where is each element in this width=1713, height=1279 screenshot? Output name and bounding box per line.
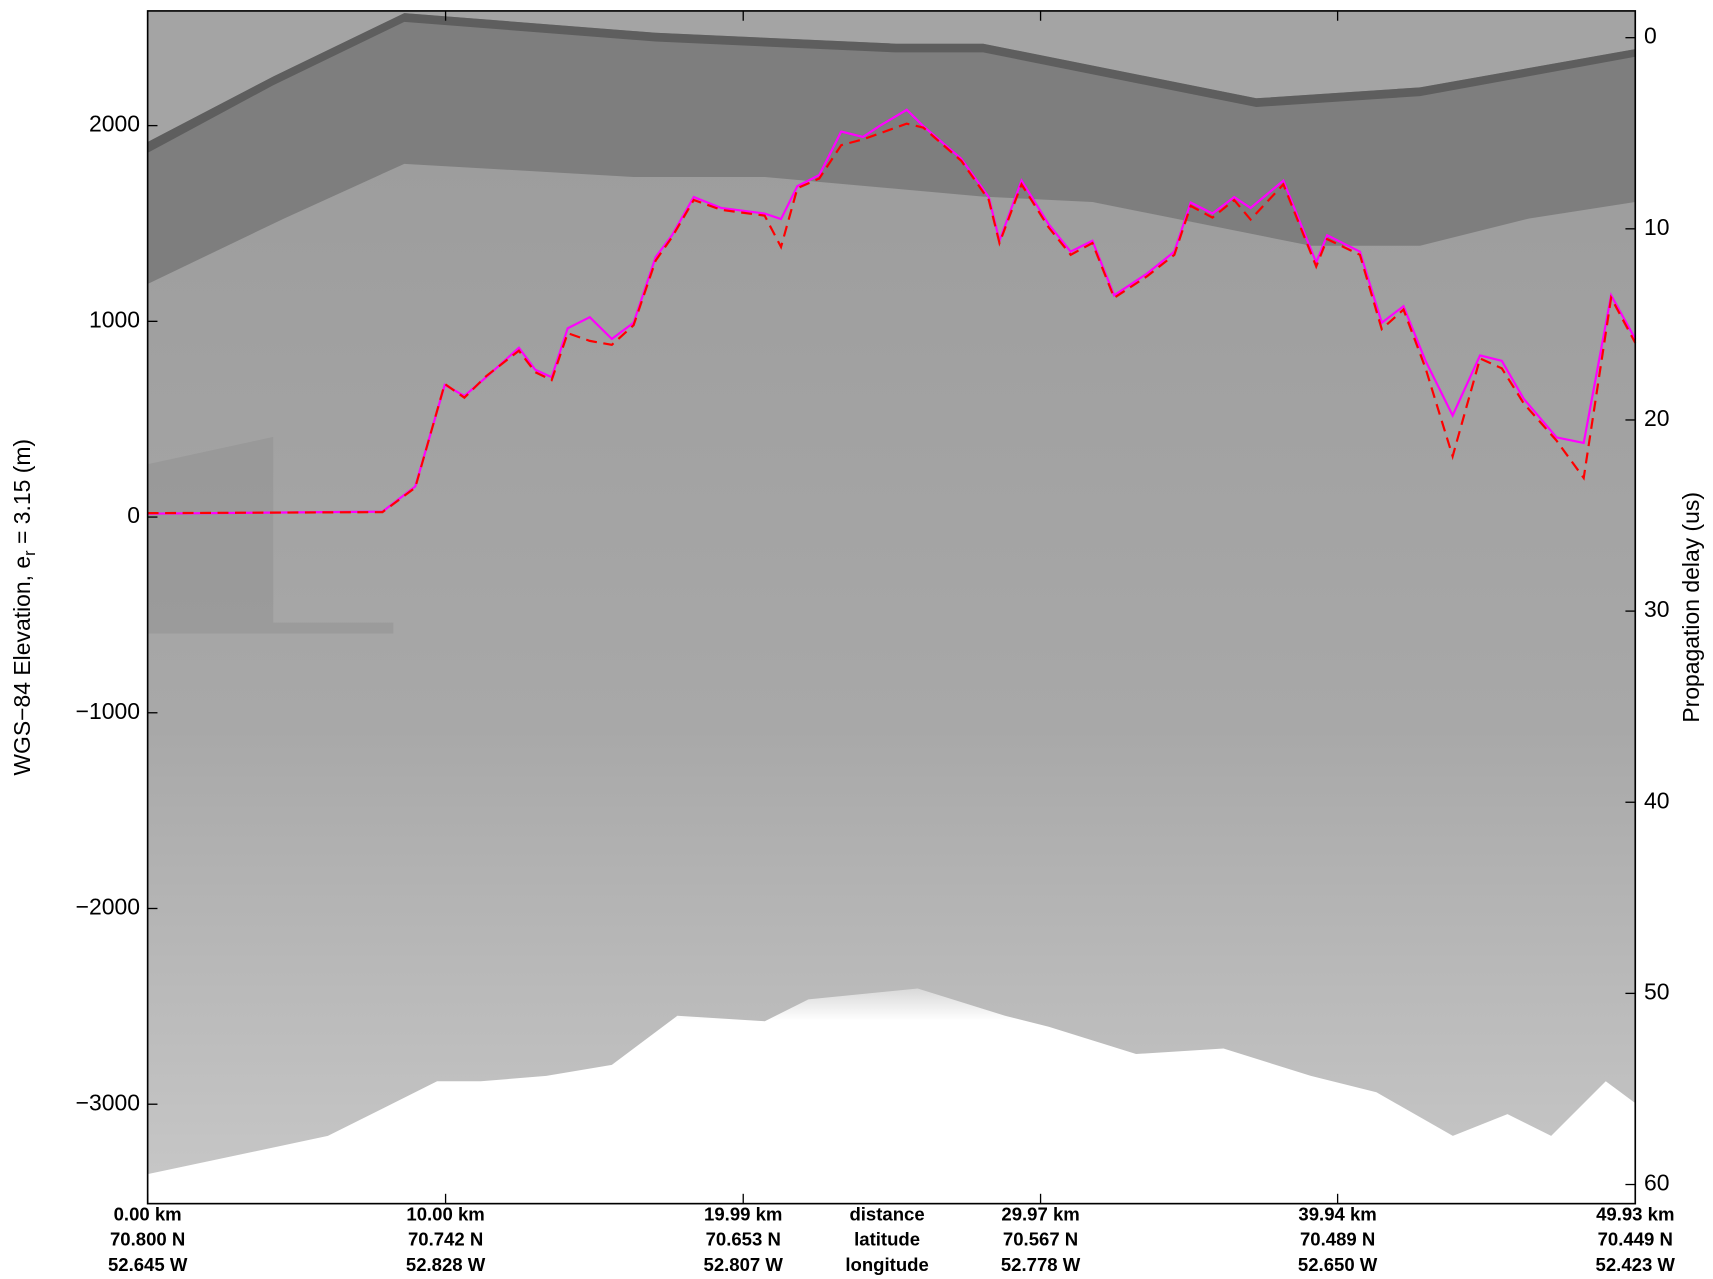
y-tick-label: 1000 [89,306,140,332]
y2-tick-label: 30 [1644,596,1670,622]
x-tick-latitude: 70.742 N [408,1229,483,1250]
x-tick-label: 19.99 km [704,1204,782,1225]
y2-tick-label: 60 [1644,1170,1670,1196]
x-tick-longitude: 52.778 W [1001,1254,1081,1275]
plot-frame [146,10,1637,1205]
x-tick-longitude: 52.423 W [1596,1254,1676,1275]
x-tick-longitude: 52.645 W [108,1254,188,1275]
x-tick-latitude: 70.489 N [1300,1229,1375,1250]
y2-tick-label: 50 [1644,978,1670,1004]
y-label-text: WGS−84 Elevation, e [9,556,35,776]
y2-tick-label: 0 [1644,23,1657,49]
x-row-label: longitude [845,1254,928,1275]
y-tick-label: 2000 [89,111,140,137]
y-label-subscript: r [21,550,39,556]
x-tick-label: 29.97 km [1001,1204,1079,1225]
x-row-label: latitude [854,1229,920,1250]
x-tick-latitude: 70.653 N [706,1229,781,1250]
plot-layer [147,108,1637,515]
y2-axis-label: Propagation delay (us) [1678,492,1704,723]
x-tick-label: 10.00 km [406,1204,484,1225]
deep-noise-floor [147,988,1636,1204]
x-tick-label: 49.93 km [1596,1204,1674,1225]
x-tick-longitude: 52.828 W [406,1254,486,1275]
x-tick-longitude: 52.650 W [1298,1254,1378,1275]
x-tick-label: 39.94 km [1298,1204,1376,1225]
x-tick-latitude: 70.567 N [1003,1229,1078,1250]
echogram [147,10,1636,1204]
y2-tick-label: 20 [1644,405,1670,431]
y-tick-label: 0 [127,502,140,528]
surface-trace [147,108,1637,515]
x-tick-latitude: 70.449 N [1598,1229,1673,1250]
y2-tick-label: 10 [1644,214,1670,240]
surface-trace [147,122,1637,515]
y-tick-label: −3000 [76,1089,140,1115]
ocean-block [147,436,394,634]
x-row-label: distance [849,1204,924,1225]
x-tick-label: 0.00 km [114,1204,182,1225]
y-label-after: = 3.15 (m) [9,439,35,550]
surface-band [147,13,1636,284]
y-tick-label: −1000 [76,698,140,724]
y-tick-label: −2000 [76,894,140,920]
y-axis-label: WGS−84 Elevation, er = 3.15 (m) [9,439,39,776]
y2-tick-label: 40 [1644,787,1670,813]
x-tick-longitude: 52.807 W [704,1254,784,1275]
x-tick-latitude: 70.800 N [110,1229,185,1250]
